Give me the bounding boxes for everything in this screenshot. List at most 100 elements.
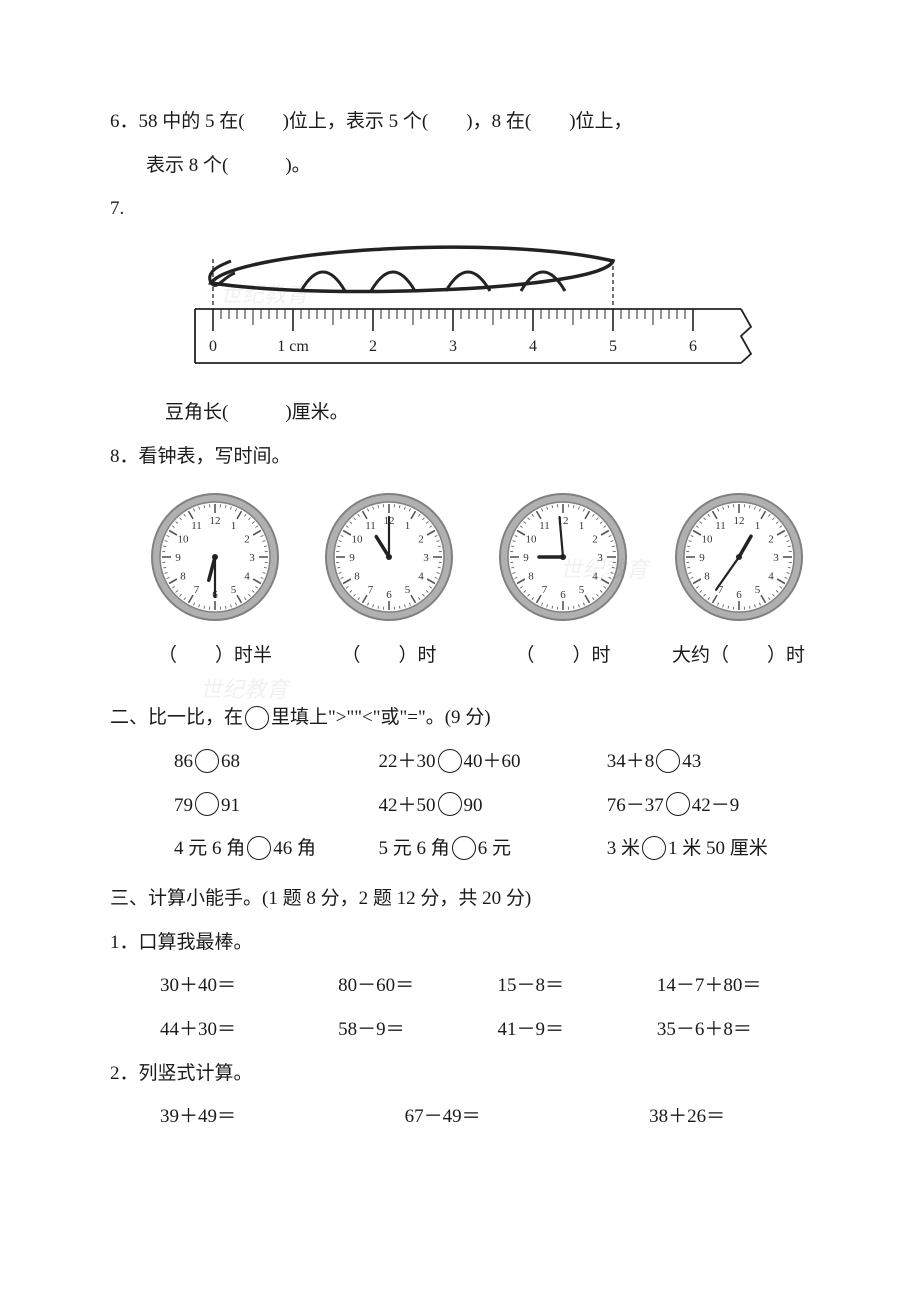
clock-label-1: （ ）时半 (158, 634, 272, 678)
q6-text: )位上，表示 5 个( (283, 111, 429, 132)
svg-text:1: 1 (754, 520, 760, 532)
svg-text:8: 8 (704, 571, 710, 583)
svg-text:1: 1 (405, 520, 411, 532)
svg-text:5: 5 (609, 338, 617, 355)
svg-text:3: 3 (249, 552, 255, 564)
clock-face-1: 121234567891011 (150, 492, 280, 622)
svg-text:1: 1 (231, 520, 237, 532)
clock-3: 121234567891011 （ ）时 (498, 492, 628, 678)
svg-text:3: 3 (597, 552, 603, 564)
calc-cell: 44＋30＝ (160, 1008, 338, 1052)
clocks-row: 121234567891011 （ ）时半 121234567891011 （ … (110, 492, 835, 678)
svg-text:11: 11 (365, 520, 376, 532)
circle-icon (642, 836, 666, 860)
compare-cell: 4 元 6 角46 角 (174, 827, 378, 871)
compare-row-2: 7991 42＋5090 76－3742－9 (174, 784, 835, 828)
svg-text:4: 4 (529, 338, 537, 355)
vertical-calc-cell: 67－49＝ (405, 1095, 650, 1139)
svg-text:4: 4 (592, 571, 598, 583)
clock-4: 121234567891011 大约（ ）时 (672, 492, 805, 678)
blank (531, 111, 569, 132)
calc-cell: 80－60＝ (338, 964, 497, 1008)
circle-icon (656, 749, 680, 773)
svg-text:7: 7 (194, 584, 200, 596)
vertical-calc-cell: 38＋26＝ (649, 1095, 835, 1139)
calc-cell: 14－7＋80＝ (657, 964, 835, 1008)
svg-text:6: 6 (386, 589, 392, 601)
svg-text:3: 3 (423, 552, 429, 564)
clock-label-4: 大约（ ）时 (672, 634, 805, 678)
svg-text:3: 3 (773, 552, 779, 564)
svg-text:12: 12 (733, 515, 744, 527)
svg-text:8: 8 (354, 571, 360, 583)
calc-cell: 35－6＋8＝ (657, 1008, 835, 1052)
compare-cell: 22＋3040＋60 (378, 740, 606, 784)
svg-text:11: 11 (715, 520, 726, 532)
clock-label-3: （ ）时 (515, 634, 610, 678)
calc-row-2: 44＋30＝ 58－9＝ 41－9＝ 35－6＋8＝ (160, 1008, 835, 1052)
svg-text:2: 2 (369, 338, 377, 355)
compare-cell: 5 元 6 角6 元 (378, 827, 606, 871)
svg-text:11: 11 (191, 520, 202, 532)
svg-text:5: 5 (231, 584, 237, 596)
svg-text:11: 11 (539, 520, 550, 532)
svg-text:10: 10 (351, 534, 363, 546)
sec3-p1-title: 1．口算我最棒。 (110, 921, 835, 965)
svg-text:2: 2 (418, 534, 424, 546)
svg-text:10: 10 (177, 534, 189, 546)
calc-cell: 58－9＝ (338, 1008, 497, 1052)
svg-text:4: 4 (768, 571, 774, 583)
vertical-calc-cell: 39＋49＝ (160, 1095, 405, 1139)
compare-grid: 8668 22＋3040＋60 34＋843 7991 42＋5090 76－3… (110, 740, 835, 871)
compare-cell: 8668 (174, 740, 378, 784)
bean-pod-drawing (193, 239, 753, 307)
ruler-figure: 0 1 cm 2 3 4 5 6 (110, 239, 835, 377)
clock-2: 121234567891011 （ ）时 (324, 492, 454, 678)
circle-icon (195, 749, 219, 773)
sec3-p2-title: 2．列竖式计算。 (110, 1052, 835, 1096)
svg-text:5: 5 (579, 584, 585, 596)
section-2-title-cont: 里填上">""<"或"="。(9 分) (271, 707, 491, 728)
svg-text:5: 5 (754, 584, 760, 596)
section-3-title: 三、计算小能手。(1 题 8 分，2 题 12 分，共 20 分) (110, 877, 835, 921)
circle-icon (438, 792, 462, 816)
compare-cell: 76－3742－9 (607, 784, 835, 828)
svg-text:7: 7 (542, 584, 548, 596)
q6-text: )，8 在( (466, 111, 531, 132)
calc-row-1: 30＋40＝ 80－60＝ 15－8＝ 14－7＋80＝ (160, 964, 835, 1008)
ruler-caption: 豆角长( )厘米。 (110, 387, 835, 435)
compare-cell: 42＋5090 (378, 784, 606, 828)
question-7-number: 7. (110, 187, 835, 231)
calc-cell: 15－8＝ (498, 964, 657, 1008)
blank (428, 111, 466, 132)
svg-text:1 cm: 1 cm (277, 338, 309, 355)
clock-1: 121234567891011 （ ）时半 (150, 492, 280, 678)
q6-text: )位上， (569, 111, 632, 132)
compare-row-3: 4 元 6 角46 角 5 元 6 角6 元 3 米1 米 50 厘米 (174, 827, 835, 871)
svg-text:1: 1 (579, 520, 585, 532)
blank (245, 111, 283, 132)
calc-cell: 41－9＝ (498, 1008, 657, 1052)
svg-text:9: 9 (699, 552, 705, 564)
circle-icon (438, 749, 462, 773)
mental-calc-grid: 30＋40＝ 80－60＝ 15－8＝ 14－7＋80＝ 44＋30＝ 58－9… (110, 964, 835, 1051)
svg-text:6: 6 (736, 589, 742, 601)
svg-text:9: 9 (175, 552, 181, 564)
question-8-title: 8．看钟表，写时间。 (110, 435, 835, 479)
ruler-drawing: 0 1 cm 2 3 4 5 6 (193, 307, 753, 377)
svg-text:2: 2 (592, 534, 598, 546)
svg-text:3: 3 (449, 338, 457, 355)
svg-text:6: 6 (689, 338, 697, 355)
circle-icon (666, 792, 690, 816)
svg-text:7: 7 (368, 584, 374, 596)
svg-text:2: 2 (244, 534, 250, 546)
svg-text:9: 9 (349, 552, 355, 564)
clock-face-3: 121234567891011 (498, 492, 628, 622)
calc-cell: 30＋40＝ (160, 964, 338, 1008)
circle-icon (195, 792, 219, 816)
svg-text:4: 4 (244, 571, 250, 583)
q6-text: 6．58 中的 5 在( (110, 111, 245, 132)
circle-icon (452, 836, 476, 860)
circle-icon (245, 706, 269, 730)
svg-text:0: 0 (209, 338, 217, 355)
